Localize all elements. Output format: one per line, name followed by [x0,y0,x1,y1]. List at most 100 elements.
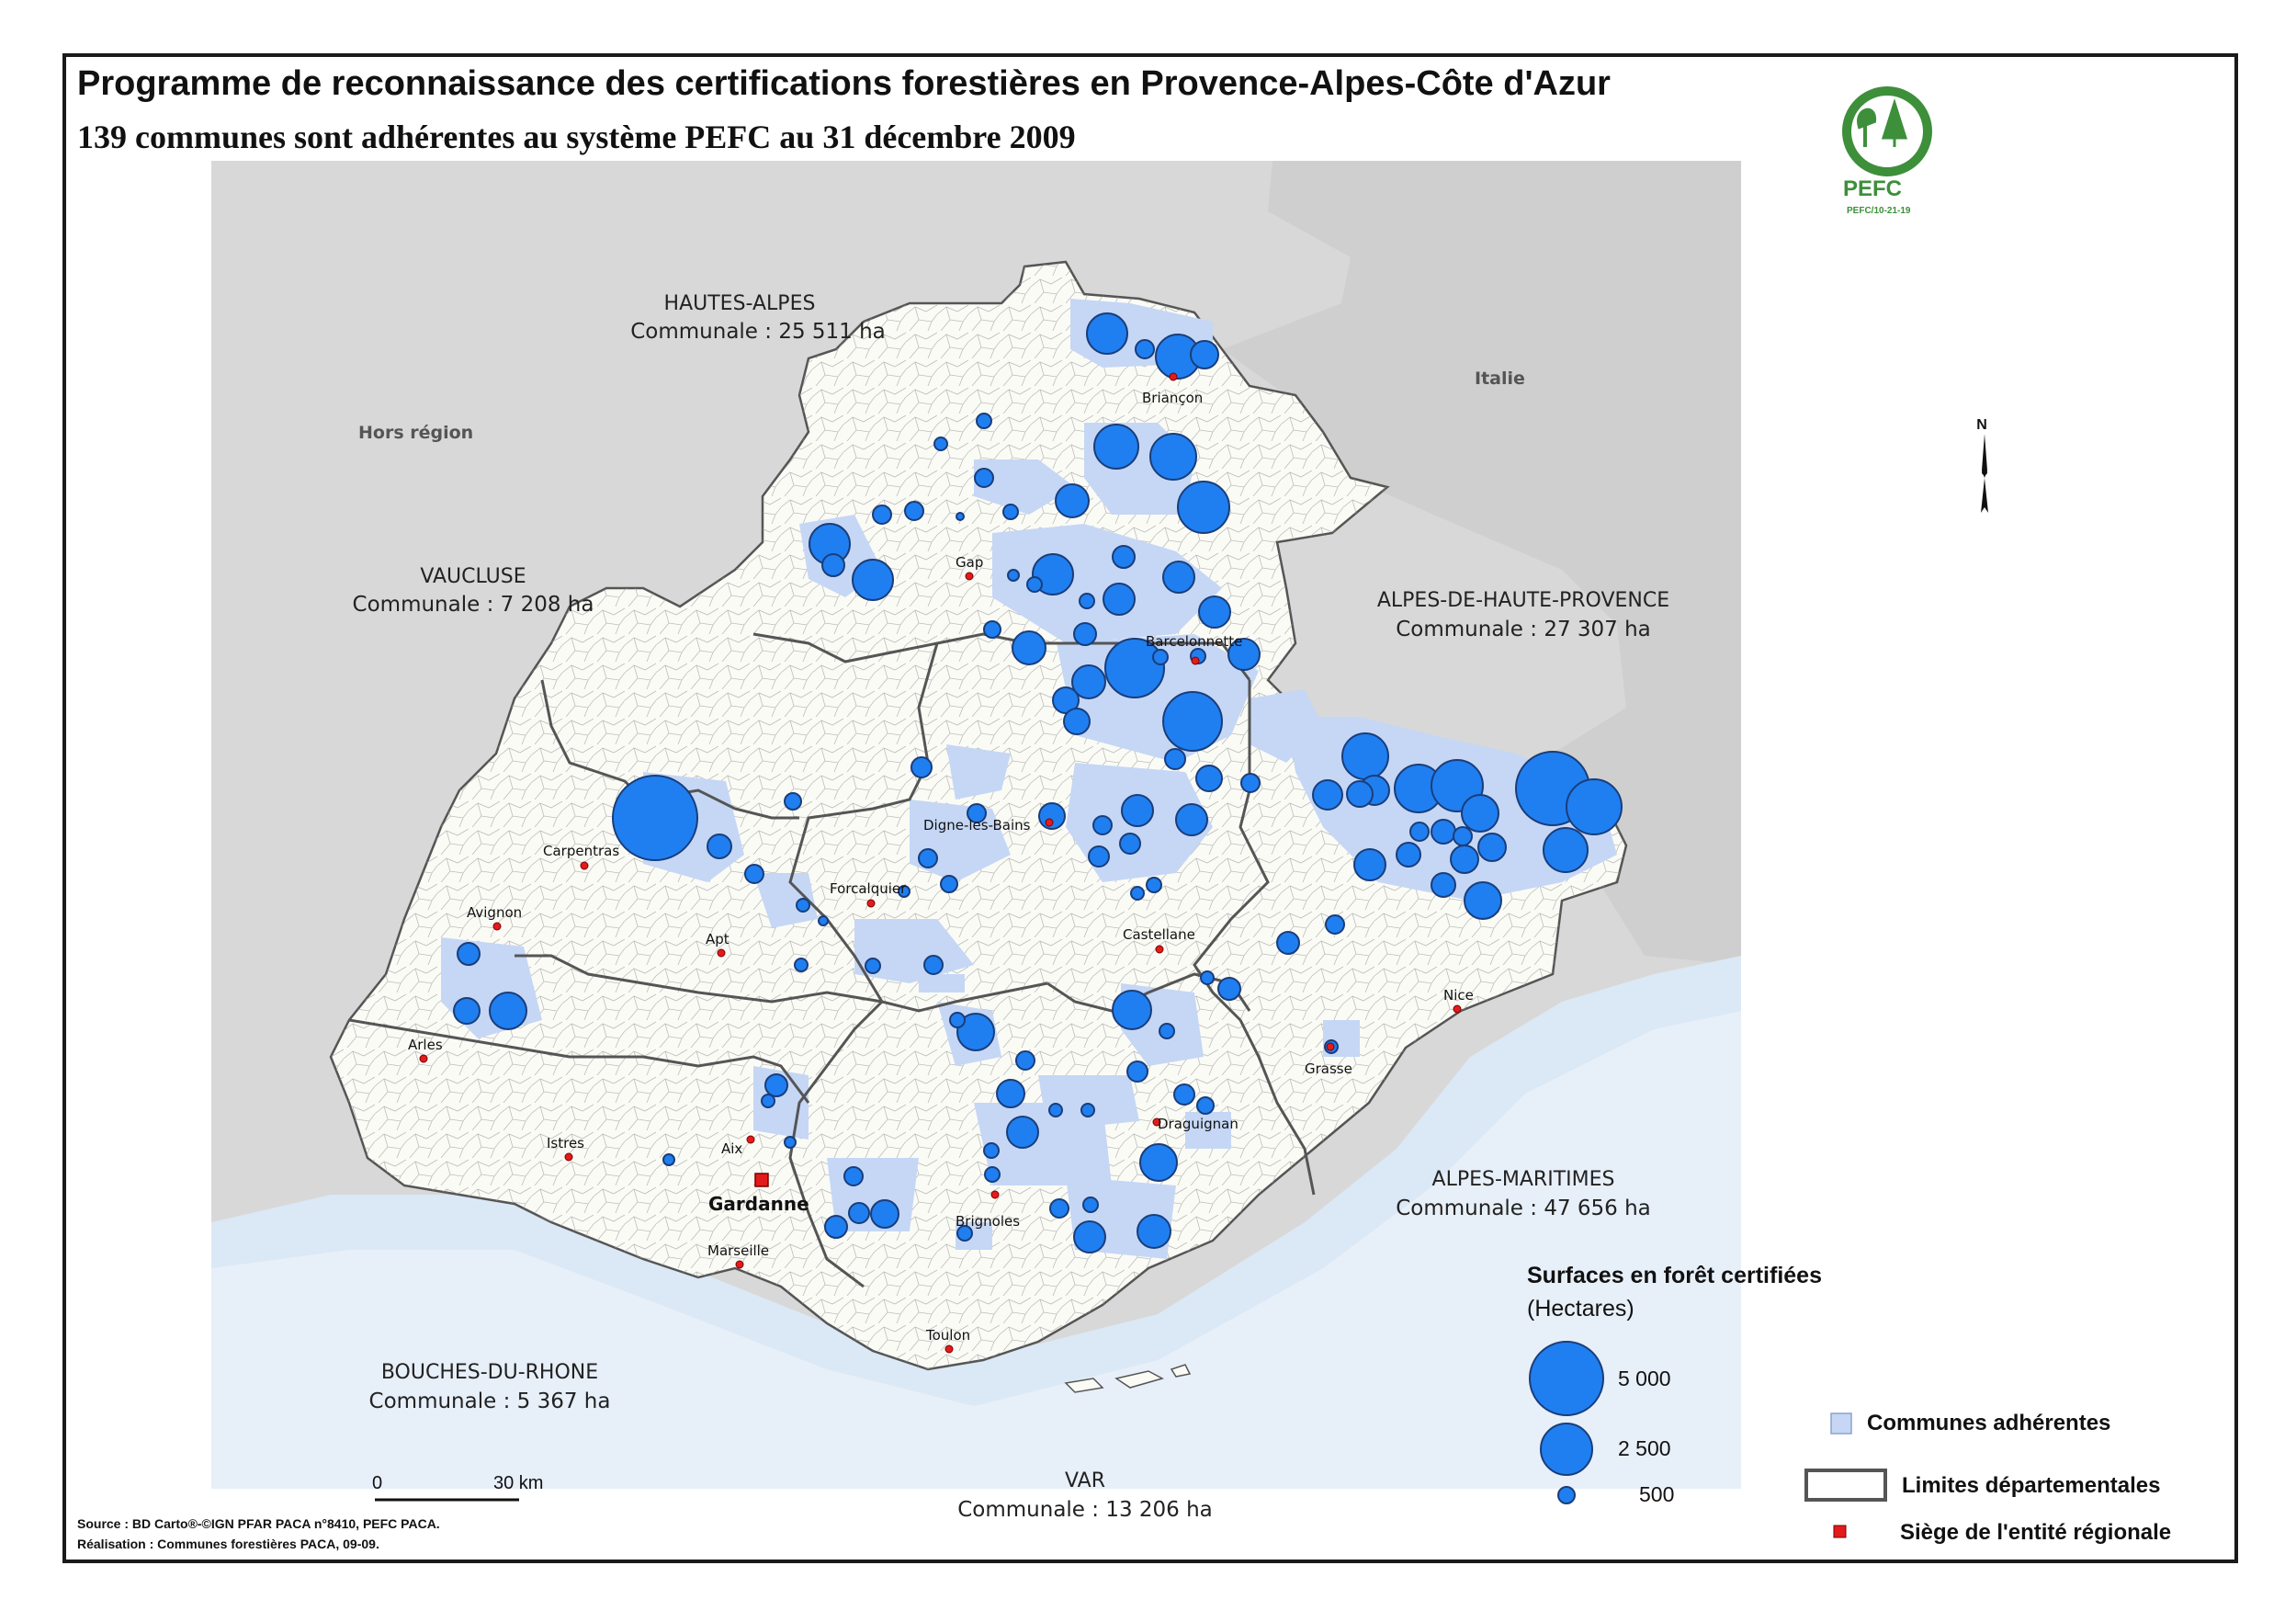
cert-circle [821,553,845,577]
cert-circle [976,413,992,429]
source-text: Source : BD Carto®-©IGN PFAR PACA n°8410… [77,1516,440,1531]
cert-circle [1543,827,1589,873]
city-dot [1453,1004,1462,1014]
legend-communes-label: Communes adhérentes [1867,1411,2111,1435]
compass-center [1982,470,1987,475]
cert-circle [744,864,764,884]
city-dot [717,948,726,958]
iles-hyeres [1064,1364,1192,1393]
certified-circles [453,312,1623,1253]
city-label: Carpentras [543,843,619,859]
cert-circle [1195,765,1223,792]
cert-circle [1227,638,1261,671]
dept-ahp-value: Communale : 27 307 ha [1396,618,1651,641]
city-label: Grasse [1305,1061,1352,1077]
cert-circle [933,437,948,451]
cert-circle [1196,1096,1215,1115]
cert-circle [923,955,944,975]
cert-circle [1341,732,1389,780]
north-label: N [1976,417,1987,433]
pefc-tree-icon [1881,98,1908,147]
cert-circle [818,915,829,926]
legend-size-5000: 5 000 [1618,1367,1671,1390]
city-dot [1326,1042,1335,1051]
sea-shallow [211,1011,1741,1489]
cert-circle [1139,1143,1178,1182]
city-label: Draguignan [1158,1116,1238,1132]
cert-circle [1048,1103,1063,1117]
cert-circle [1092,815,1113,835]
cert-circle [1164,748,1186,770]
legend-symbols [1529,1341,1887,1538]
dept-hautes-alpes-name: HAUTES-ALPES [664,292,816,315]
cert-circle [1130,886,1145,901]
cert-circle [848,1202,870,1224]
city-label: Briançon [1142,390,1203,406]
cert-circle [852,559,894,601]
cert-circle [996,1079,1025,1108]
cert-circle [1162,691,1223,752]
city-dot [735,1260,744,1269]
cert-circle [1396,842,1421,868]
city-label: Nice [1443,987,1474,1004]
city-label: Digne-les-Bains [923,817,1031,834]
cert-circle [870,1199,899,1229]
cert-circle [984,1166,1001,1183]
cert-circle [1137,1214,1171,1249]
cert-circle [1464,881,1502,920]
legend-limites-swatch [1804,1469,1887,1502]
dept-am-value: Communale : 47 656 ha [1396,1197,1651,1220]
limites-departementales [348,632,1316,1288]
cert-circle [1012,630,1046,665]
city-dot [1155,945,1164,954]
cert-circle [1104,638,1165,698]
cert-circle [1126,1061,1148,1083]
cert-circle [843,1166,864,1186]
cert-circle [1079,593,1095,609]
legend-siege-label: Siège de l'entité régionale [1900,1520,2172,1545]
cert-circle [940,875,958,893]
cert-circle [865,958,881,974]
cert-circle [1240,773,1261,793]
city-dot [419,1054,428,1063]
dept-bdr-name: BOUCHES-DU-RHONE [381,1361,598,1384]
cert-circle [910,756,933,778]
city-label: Gap [956,554,983,571]
legend-size-2500: 2 500 [1618,1436,1671,1460]
cert-circle [1276,931,1300,955]
cert-circle [1217,977,1241,1001]
cert-circle [1190,340,1219,369]
scale-start-label: 0 [372,1473,383,1493]
cert-circle [1002,504,1019,520]
city-dot [564,1152,573,1162]
cert-circle [1477,833,1507,862]
city-label: Apt [706,931,730,947]
city-label: Toulon [925,1327,970,1344]
city-label: Barcelonnette [1146,633,1242,650]
cert-circle [974,468,994,488]
city-dot [965,572,974,581]
dept-var-name: VAR [1065,1469,1105,1492]
cert-circle [662,1153,675,1166]
cert-circle [761,1094,775,1108]
cert-circle [1073,1220,1106,1253]
cert-circle [1566,778,1623,835]
cert-circle [872,505,892,525]
cert-circle [956,1013,995,1051]
city-label: Brignoles [956,1213,1020,1230]
cert-circle [1431,872,1456,898]
cert-circle [1146,877,1162,893]
cert-circle [489,992,527,1030]
cert-circle [1325,914,1345,935]
cert-circle [824,1215,848,1239]
siege-marker [754,1173,769,1187]
city-label: Gardanne [708,1193,809,1215]
cert-circle [707,834,732,859]
city-labels: Briançon Gap Barcelonnette Digne-les-Bai… [408,390,1474,1344]
dept-vaucluse-name: VAUCLUSE [420,565,526,588]
map-title: Programme de reconnaissance des certific… [77,64,1611,103]
cert-circle [1026,576,1043,593]
city-label: Forcalquier [830,880,907,897]
cert-circle [1112,990,1152,1030]
